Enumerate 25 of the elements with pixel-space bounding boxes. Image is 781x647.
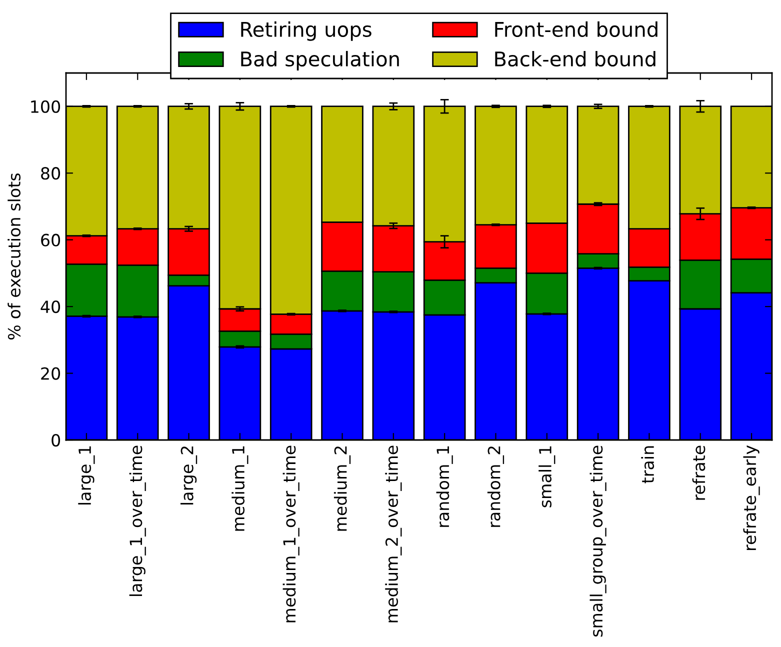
y-tick-label: 60 (41, 234, 60, 246)
x-tick-label: large_1_over_time (129, 446, 146, 596)
y-axis-title: % of execution slots (8, 173, 21, 340)
x-tick-label: refrate_early (743, 445, 760, 550)
y-tick-label: 100 (31, 100, 60, 113)
x-tick-label: medium_2_over_time (385, 446, 402, 622)
x-tick-label: small_group_over_time (590, 446, 606, 637)
y-tick-label: 80 (41, 167, 60, 180)
x-tick-label: refrate (692, 446, 706, 500)
x-tick-label: small_1 (538, 446, 556, 508)
x-tick-label: large_2 (180, 446, 198, 504)
legend-label: Bad speculation (241, 50, 399, 70)
legend-label: Back-end bound (495, 50, 656, 67)
x-tick-label: medium_2 (334, 446, 351, 531)
legend-label: Front-end bound (495, 21, 658, 37)
x-tick-label: medium_1_over_time (282, 446, 300, 622)
y-tick-label: 40 (40, 300, 60, 314)
x-tick-label: large_1 (78, 446, 95, 504)
x-tick-label: medium_1 (232, 446, 248, 531)
x-tick-label: random_2 (487, 446, 504, 527)
legend-label: Retiring uops (241, 21, 372, 41)
y-tick-label: 0 (52, 434, 60, 447)
x-tick-label: random_1 (436, 446, 453, 527)
y-tick-label: 20 (41, 367, 60, 380)
x-tick-label: train (641, 446, 654, 484)
